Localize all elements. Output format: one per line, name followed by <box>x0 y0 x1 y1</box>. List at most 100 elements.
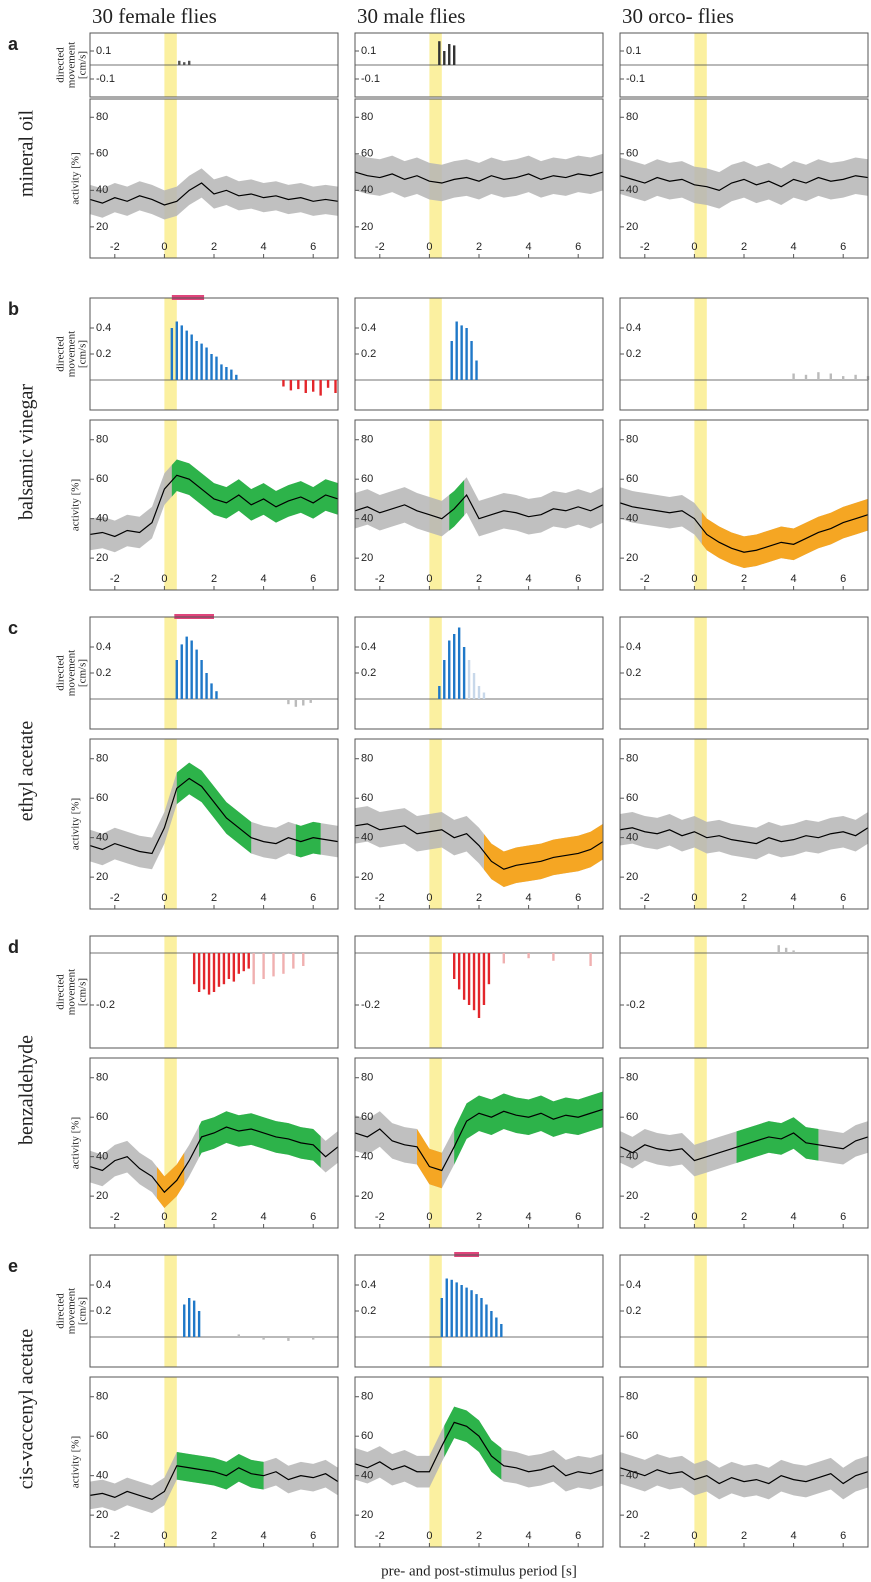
y-tick-label: 40 <box>361 832 373 844</box>
mean-line <box>89 1126 339 1194</box>
x-tick-label: 6 <box>575 1211 581 1223</box>
movement-bar <box>443 660 446 699</box>
movement-bar <box>589 953 592 966</box>
x-tick-label: 4 <box>526 573 532 585</box>
y-tick-label: 20 <box>626 1190 638 1202</box>
movement-bar <box>467 953 471 1005</box>
y-tick-label: 40 <box>626 184 638 196</box>
movement-bar <box>777 945 780 953</box>
y-tick-label: 40 <box>626 1151 638 1163</box>
mean-line <box>89 777 339 855</box>
x-axis-label: pre- and post-stimulus period [s] <box>381 1563 577 1579</box>
x-tick-label: 6 <box>840 892 846 904</box>
highlight-band <box>171 459 338 523</box>
y-tick-label: 20 <box>96 1190 108 1202</box>
y-tick-label: 80 <box>626 111 638 123</box>
x-tick-label: 2 <box>741 241 747 253</box>
x-tick-label: 6 <box>310 1530 316 1542</box>
stimulus-window <box>164 99 177 258</box>
x-tick-label: 4 <box>791 1530 797 1542</box>
y-tick-label: 0.2 <box>96 348 111 360</box>
movement-bar <box>195 649 198 699</box>
panel-frame <box>89 98 339 259</box>
mean-line <box>354 171 604 184</box>
movement-bar <box>210 354 213 380</box>
movement-bar <box>440 1298 443 1337</box>
movement-bar <box>202 953 206 990</box>
movement-bar <box>297 380 300 390</box>
stimulus-window <box>429 298 442 410</box>
y-tick-label: 40 <box>96 1151 108 1163</box>
y-tick-label: 80 <box>361 434 373 446</box>
highlight-band <box>176 762 252 854</box>
movement-bar <box>854 374 857 380</box>
y-tick-label: -0.2 <box>361 999 380 1011</box>
x-tick-label: 4 <box>526 241 532 253</box>
panel-letter: e <box>8 1256 18 1276</box>
x-tick-label: -2 <box>640 573 650 585</box>
movement-bar <box>195 341 198 380</box>
mean-line <box>619 502 869 553</box>
y-tick-label: 40 <box>626 513 638 525</box>
y-tick-label: 60 <box>361 148 373 160</box>
movement-bar <box>842 376 845 380</box>
movement-axis-label: directed movement [cm/s] <box>54 968 89 1016</box>
movement-bar <box>197 953 201 992</box>
movement-bar <box>438 686 441 699</box>
y-tick-label: 40 <box>361 1470 373 1482</box>
x-tick-label: 2 <box>741 892 747 904</box>
movement-bar <box>495 1317 498 1337</box>
y-tick-label: 0.2 <box>361 667 376 679</box>
y-tick-label: 80 <box>626 753 638 765</box>
panel-frame <box>354 1376 604 1548</box>
movement-bar <box>477 686 481 699</box>
movement-bar <box>178 60 181 65</box>
y-tick-label: 0.2 <box>626 348 641 360</box>
x-tick-label: 0 <box>161 1211 167 1223</box>
y-tick-label: 80 <box>361 753 373 765</box>
y-tick-label: 0.4 <box>361 1279 376 1291</box>
mean-line <box>354 1421 604 1477</box>
y-tick-label: 20 <box>626 871 638 883</box>
movement-bar <box>170 328 174 380</box>
movement-bar <box>453 45 456 65</box>
movement-bar <box>215 356 218 380</box>
movement-bar <box>453 953 456 979</box>
y-tick-label: 0.4 <box>361 641 376 653</box>
panel-frame <box>354 98 604 259</box>
y-tick-label: 0.2 <box>361 1305 376 1317</box>
movement-bar <box>470 341 473 380</box>
movement-bar <box>200 660 203 699</box>
y-tick-label: 60 <box>361 1430 373 1442</box>
y-tick-label: 20 <box>361 221 373 233</box>
y-tick-label: 20 <box>626 221 638 233</box>
x-tick-label: 2 <box>476 1530 482 1542</box>
x-tick-label: -2 <box>640 892 650 904</box>
y-tick-label: 60 <box>626 1111 638 1123</box>
stimulus-window <box>164 1377 177 1547</box>
y-tick-label: 0.4 <box>626 322 641 334</box>
x-tick-label: 4 <box>526 892 532 904</box>
stimulus-window <box>164 936 177 1048</box>
x-tick-label: 0 <box>161 241 167 253</box>
x-tick-label: 0 <box>426 1530 432 1542</box>
movement-bar <box>183 1304 186 1337</box>
x-tick-label: 4 <box>261 1530 267 1542</box>
x-tick-label: 0 <box>161 892 167 904</box>
movement-bar <box>252 953 255 985</box>
movement-bar <box>175 321 178 380</box>
highlight-band <box>454 1091 603 1165</box>
panel-letter: a <box>8 34 19 54</box>
y-tick-label: 0.1 <box>626 45 641 57</box>
panel-frame <box>89 32 339 98</box>
panel-frame <box>619 297 869 411</box>
y-tick-label: 20 <box>361 552 373 564</box>
y-tick-label: 40 <box>96 184 108 196</box>
y-tick-label: 20 <box>96 1509 108 1521</box>
y-tick-label: 80 <box>626 1391 638 1403</box>
mean-line <box>619 1132 869 1162</box>
movement-bar <box>192 1300 196 1337</box>
activity-axis-label: activity [%] <box>70 798 82 850</box>
stimulus-window <box>694 617 707 729</box>
movement-bar <box>487 953 491 985</box>
